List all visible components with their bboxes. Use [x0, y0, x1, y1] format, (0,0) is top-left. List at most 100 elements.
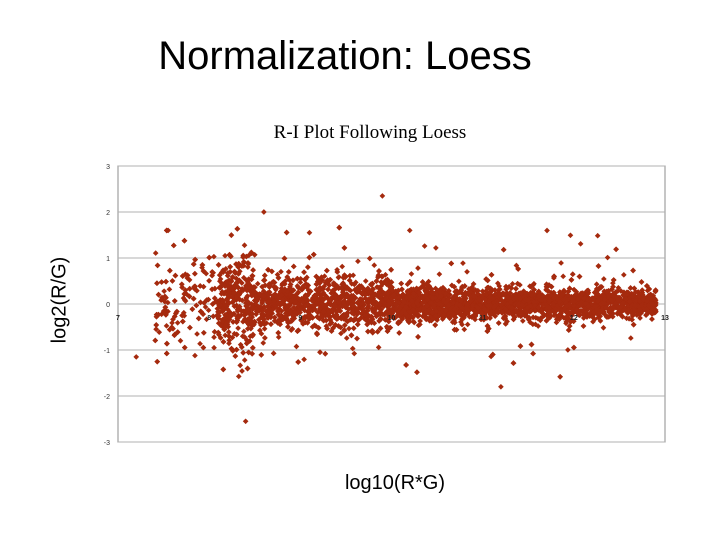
data-point — [275, 329, 282, 336]
data-point — [318, 274, 325, 281]
data-point — [373, 278, 380, 284]
data-point — [499, 310, 505, 316]
data-point — [156, 329, 163, 336]
data-point — [163, 323, 170, 329]
data-point — [374, 284, 380, 290]
data-point — [232, 353, 239, 359]
data-point — [535, 323, 542, 329]
data-point — [594, 232, 601, 239]
data-point — [260, 288, 267, 295]
data-point — [217, 335, 224, 341]
data-point — [187, 324, 193, 331]
data-point — [580, 323, 587, 329]
data-point — [464, 321, 471, 328]
data-point — [225, 329, 232, 335]
data-point — [241, 258, 247, 265]
data-point — [241, 328, 247, 335]
data-point — [211, 334, 217, 341]
data-point — [258, 330, 265, 337]
data-point — [366, 255, 373, 262]
data-point — [461, 326, 468, 333]
data-point — [170, 242, 177, 249]
data-point — [432, 285, 439, 292]
data-point — [351, 350, 358, 357]
data-point — [348, 301, 355, 308]
data-point — [508, 285, 515, 291]
data-point — [186, 277, 193, 283]
data-point — [600, 324, 607, 331]
data-point — [222, 332, 229, 339]
data-point — [566, 285, 573, 292]
data-point — [205, 307, 212, 314]
data-point — [301, 356, 307, 363]
data-point — [377, 325, 384, 332]
data-point — [593, 281, 600, 288]
data-point — [353, 306, 360, 313]
data-point — [627, 335, 634, 341]
data-point — [270, 278, 277, 285]
data-point — [368, 313, 375, 320]
chart-title: R-I Plot Following Loess — [273, 122, 467, 143]
y-tick-label: 2 — [106, 210, 110, 217]
data-point — [155, 291, 162, 298]
data-point — [632, 289, 639, 295]
data-point — [225, 333, 232, 339]
data-point — [259, 299, 265, 306]
data-point — [306, 316, 313, 322]
data-point — [285, 269, 292, 275]
data-point — [231, 268, 238, 275]
data-point — [378, 279, 385, 285]
data-point — [567, 232, 574, 239]
data-point — [558, 260, 564, 266]
data-point — [171, 298, 178, 304]
data-point — [153, 326, 160, 333]
data-point — [580, 311, 587, 318]
data-point — [557, 373, 563, 380]
data-point — [269, 306, 276, 313]
data-point — [234, 313, 240, 320]
data-point — [200, 329, 207, 336]
data-point — [344, 299, 351, 306]
data-point — [161, 298, 168, 305]
data-point — [620, 272, 627, 278]
data-point — [211, 253, 217, 260]
data-point — [206, 277, 212, 284]
data-point — [335, 274, 342, 281]
data-point — [456, 278, 462, 285]
data-point — [152, 337, 159, 344]
data-point — [217, 284, 223, 291]
data-point — [210, 313, 217, 320]
data-point — [211, 344, 217, 351]
data-point — [414, 369, 420, 376]
data-point — [449, 282, 455, 289]
data-point — [560, 273, 567, 280]
data-point — [590, 318, 596, 325]
data-point — [271, 314, 278, 321]
data-point — [627, 285, 634, 291]
data-point — [509, 281, 516, 287]
data-point — [411, 319, 417, 326]
data-point — [365, 328, 371, 335]
data-point — [615, 287, 621, 294]
data-point — [261, 325, 268, 332]
data-point — [609, 292, 616, 298]
data-point — [279, 280, 286, 287]
data-point — [563, 320, 569, 327]
data-point — [375, 344, 382, 351]
data-point — [530, 350, 536, 357]
data-point — [275, 334, 282, 341]
data-point — [200, 344, 207, 351]
data-point — [530, 321, 536, 328]
data-point — [626, 315, 632, 322]
data-point — [415, 334, 421, 340]
data-point — [349, 345, 356, 352]
data-point — [237, 362, 244, 369]
data-point — [290, 263, 297, 270]
data-point — [228, 232, 235, 238]
data-point — [376, 267, 382, 274]
data-point — [517, 343, 524, 349]
data-point — [571, 286, 577, 293]
data-point — [350, 272, 357, 279]
data-point — [177, 337, 184, 344]
